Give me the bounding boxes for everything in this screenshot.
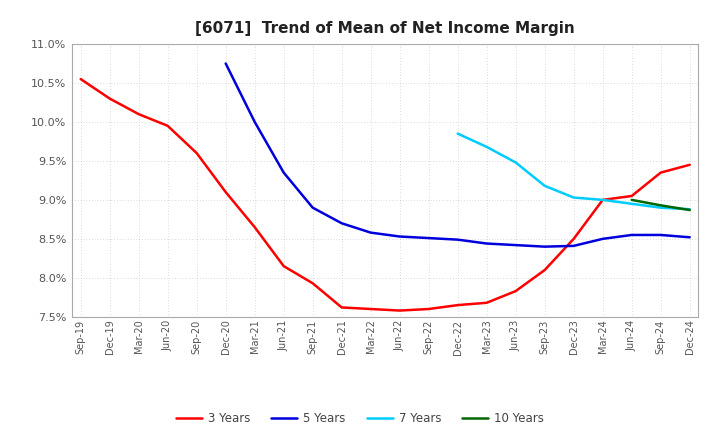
7 Years [541,183,549,188]
3 Years [482,300,491,305]
3 Years [395,308,404,313]
7 Years [657,205,665,210]
3 Years [221,190,230,195]
Title: [6071]  Trend of Mean of Net Income Margin: [6071] Trend of Mean of Net Income Margi… [195,21,575,36]
5 Years [454,237,462,242]
7 Years [511,160,520,165]
5 Years [627,232,636,238]
3 Years [338,305,346,310]
3 Years [570,236,578,242]
3 Years [598,197,607,202]
3 Years [511,289,520,294]
3 Years [685,162,694,168]
Line: 3 Years: 3 Years [81,79,690,311]
5 Years [395,234,404,239]
5 Years [657,232,665,238]
5 Years [424,235,433,241]
3 Years [135,111,143,117]
3 Years [163,123,172,128]
3 Years [424,306,433,312]
5 Years [251,119,259,125]
3 Years [105,96,114,101]
3 Years [541,268,549,273]
5 Years [685,235,694,240]
3 Years [279,264,288,269]
3 Years [251,224,259,230]
3 Years [76,77,85,82]
3 Years [192,150,201,156]
7 Years [598,197,607,202]
5 Years [511,242,520,248]
3 Years [627,193,636,198]
7 Years [685,207,694,212]
5 Years [308,205,317,210]
5 Years [366,230,375,235]
3 Years [657,170,665,175]
Line: 10 Years: 10 Years [631,200,690,210]
5 Years [279,170,288,175]
10 Years [627,197,636,202]
Legend: 3 Years, 5 Years, 7 Years, 10 Years: 3 Years, 5 Years, 7 Years, 10 Years [171,407,549,430]
7 Years [627,201,636,206]
10 Years [657,203,665,208]
3 Years [366,306,375,312]
7 Years [570,195,578,200]
3 Years [454,302,462,308]
7 Years [482,144,491,150]
7 Years [454,131,462,136]
3 Years [308,281,317,286]
5 Years [482,241,491,246]
5 Years [338,220,346,226]
10 Years [685,207,694,213]
5 Years [570,243,578,249]
Line: 5 Years: 5 Years [225,63,690,247]
5 Years [598,236,607,242]
Line: 7 Years: 7 Years [458,134,690,209]
5 Years [221,61,230,66]
5 Years [541,244,549,249]
